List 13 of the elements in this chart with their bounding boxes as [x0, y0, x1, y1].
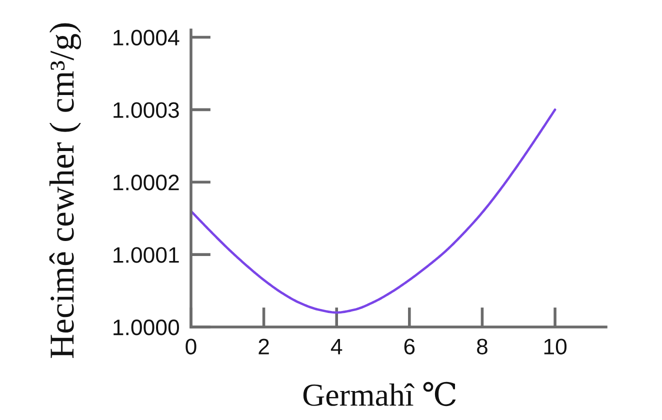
- y-tick-label: 1.0003: [114, 102, 179, 118]
- y-tick-label: 1.0004: [114, 30, 180, 46]
- y-tick-label: 1.0002: [114, 174, 179, 190]
- x-tick-label: 8: [477, 338, 488, 354]
- y-tick-label: 1.0001: [114, 247, 179, 263]
- x-axis-title: Germahî ℃: [303, 382, 456, 406]
- y-axis-title: Hecimê cewher ( cm³/g): [49, 23, 82, 358]
- x-tick-label: 4: [330, 338, 342, 354]
- x-tick-label: 2: [258, 338, 269, 354]
- x-tick-label: 0: [186, 338, 196, 354]
- y-tick-label: 1.0000: [114, 320, 180, 336]
- x-tick-label: 6: [404, 338, 415, 354]
- x-tick-label: 10: [544, 338, 567, 354]
